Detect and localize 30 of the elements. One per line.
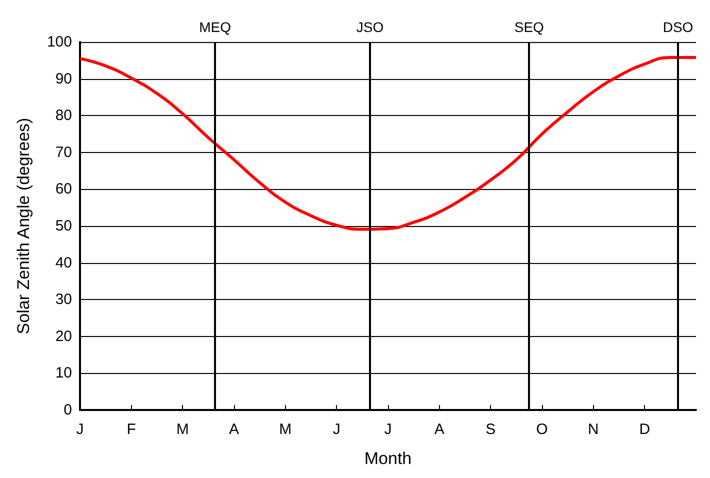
y-tick-label: 100 xyxy=(46,34,72,50)
y-tick-label: 30 xyxy=(55,291,72,308)
x-tick-label: F xyxy=(126,421,136,438)
x-tick-label: M xyxy=(279,421,292,438)
x-tick-label: M xyxy=(176,421,189,438)
line-series xyxy=(78,56,698,231)
x-tick-label: O xyxy=(536,421,548,438)
x-tick-label: S xyxy=(486,421,496,438)
y-tick-label: 80 xyxy=(55,107,72,124)
x-axis-title: Month xyxy=(364,449,412,468)
x-tick-label: A xyxy=(228,421,240,438)
y-tick-label: 20 xyxy=(55,328,72,345)
x-tick-label: A xyxy=(434,421,444,438)
text: DSO xyxy=(662,19,694,35)
x-tick-label: N xyxy=(588,421,599,438)
x-tick-label: J xyxy=(384,421,392,438)
y-tick-label: 60 xyxy=(55,180,72,198)
y-tick-label: 10 xyxy=(55,364,72,382)
x-tick-label: J xyxy=(332,421,340,438)
y-tick-label: 0 xyxy=(64,402,72,418)
x-tick-label: D xyxy=(639,421,650,438)
y-tick-label: 40 xyxy=(55,254,72,272)
text: SEQ xyxy=(514,19,544,35)
text: MEQ xyxy=(199,19,232,35)
y-tick-label: 70 xyxy=(55,144,72,161)
y-tick-label: 50 xyxy=(55,218,72,234)
text: JSO xyxy=(356,19,384,35)
x-tick-label: J xyxy=(76,421,84,438)
y-axis-title: Solar Zenith Angle (degrees) xyxy=(14,118,33,334)
y-tick-label: 90 xyxy=(55,70,72,88)
